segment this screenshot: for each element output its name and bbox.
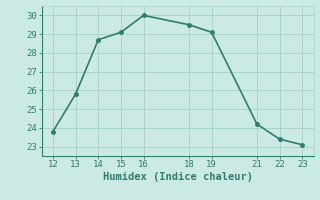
X-axis label: Humidex (Indice chaleur): Humidex (Indice chaleur) (103, 172, 252, 182)
